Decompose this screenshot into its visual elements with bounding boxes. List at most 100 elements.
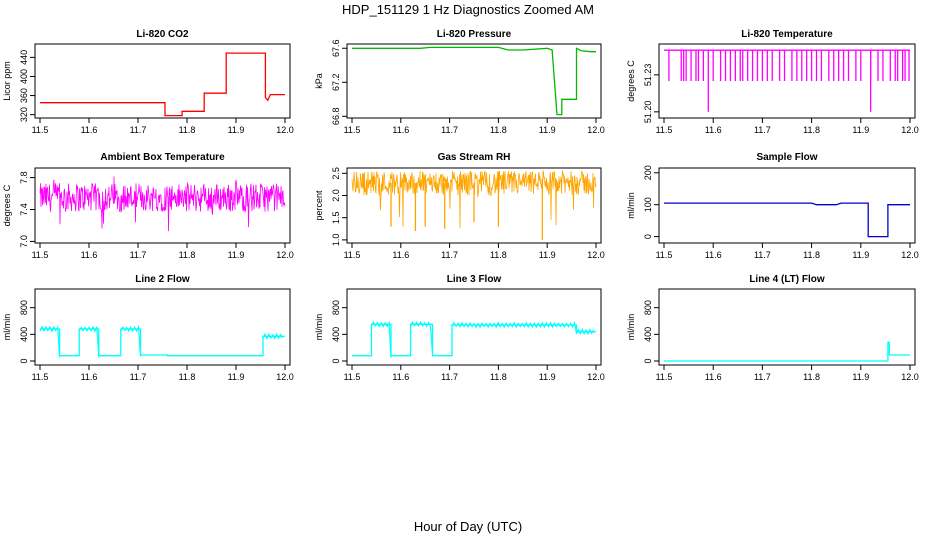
x-tick-label: 11.7 xyxy=(441,250,458,260)
y-axis-label: kPa xyxy=(314,73,324,89)
y-axis-label: degrees C xyxy=(626,60,636,102)
y-tick-label: 2.0 xyxy=(331,189,341,202)
x-tick-label: 11.7 xyxy=(754,125,771,135)
x-tick-label: 11.8 xyxy=(179,125,196,135)
x-tick-label: 11.5 xyxy=(344,372,361,382)
figure-x-axis-label: Hour of Day (UTC) xyxy=(414,519,522,534)
x-tick-label: 12.0 xyxy=(901,372,919,382)
y-tick-label: 1.0 xyxy=(331,234,341,247)
y-tick-label: 67.6 xyxy=(331,39,341,57)
plot-area xyxy=(351,169,597,240)
chart-title: Ambient Box Temperature xyxy=(100,152,225,163)
x-tick-label: 11.9 xyxy=(852,372,869,382)
plot-frame xyxy=(346,43,602,119)
series-line xyxy=(40,328,285,357)
plot-frame xyxy=(346,167,602,244)
x-tick-label: 12.0 xyxy=(276,372,294,382)
x-tick-label: 11.6 xyxy=(81,125,98,135)
chart-panel-1: Li-820 CO2 11.5 11.6 11.7 11.8 11.9 12.0 320 360… xyxy=(2,29,294,135)
plot-area xyxy=(352,320,596,358)
y-tick-label: 51.20 xyxy=(643,101,653,124)
y-axis-label: Licor ppm xyxy=(2,61,12,101)
y-tick-label: 0 xyxy=(331,358,341,363)
plot-area xyxy=(664,49,910,112)
x-tick-label: 11.5 xyxy=(656,250,673,260)
chart-title: Gas Stream RH xyxy=(438,152,511,163)
y-tick-label: 800 xyxy=(643,300,653,315)
chart-panel-3: Li-820 Temperature 11.5 11.6 11.7 11.8 11.9 12… xyxy=(626,29,919,135)
y-axis-label: ml/min xyxy=(314,314,324,341)
x-tick-label: 12.0 xyxy=(901,125,919,135)
x-tick-label: 11.9 xyxy=(852,250,869,260)
x-tick-label: 11.5 xyxy=(656,125,673,135)
series-oscillation xyxy=(262,332,284,340)
plot-frame xyxy=(34,43,291,119)
x-tick-label: 11.8 xyxy=(803,125,820,135)
plot-frame xyxy=(34,288,291,366)
series-oscillation xyxy=(120,324,142,357)
y-axis-label: ml/min xyxy=(626,192,636,219)
y-tick-label: 0 xyxy=(19,358,29,363)
x-tick-label: 12.0 xyxy=(587,372,605,382)
series-line xyxy=(664,341,910,362)
chart-panel-2: Li-820 Pressure 11.5 11.6 11.7 11.8 11.9 12.0 6… xyxy=(314,29,605,135)
y-tick-label: 800 xyxy=(331,300,341,315)
figure-title: HDP_151129 1 Hz Diagnostics Zoomed AM xyxy=(342,2,594,17)
x-tick-label: 11.8 xyxy=(490,372,507,382)
y-tick-label: 66.8 xyxy=(331,108,341,126)
x-tick-label: 11.6 xyxy=(392,372,409,382)
panel-grid: Li-820 CO2 11.5 11.6 11.7 11.8 11.9 12.0 320 360… xyxy=(2,29,919,382)
x-tick-label: 11.8 xyxy=(803,372,820,382)
x-tick-label: 11.6 xyxy=(705,372,722,382)
x-tick-label: 11.5 xyxy=(344,250,361,260)
series-line xyxy=(664,202,910,238)
x-tick-label: 11.7 xyxy=(130,125,147,135)
x-tick-label: 11.7 xyxy=(130,250,147,260)
x-tick-label: 11.6 xyxy=(81,372,98,382)
x-tick-label: 11.7 xyxy=(754,250,771,260)
y-tick-label: 1.5 xyxy=(331,211,341,224)
plot-frame xyxy=(346,288,602,366)
x-tick-label: 11.7 xyxy=(754,372,771,382)
chart-title: Li-820 Pressure xyxy=(437,29,512,40)
x-tick-label: 11.5 xyxy=(344,125,361,135)
plot-area xyxy=(352,46,596,116)
y-tick-label: 400 xyxy=(19,327,29,342)
y-tick-label: 400 xyxy=(19,69,29,84)
chart-panel-4: Ambient Box Temperature 11.5 11.6 11.7 11.8 1… xyxy=(2,152,294,260)
y-tick-label: 360 xyxy=(19,88,29,103)
plot-frame xyxy=(34,167,291,244)
y-tick-label: 7.8 xyxy=(19,171,29,184)
x-tick-label: 11.9 xyxy=(539,372,556,382)
chart-panel-8: Line 3 Flow 11.5 11.6 11.7 11.8 11.9 12.0 0 400 8… xyxy=(314,274,605,382)
y-axis-label: ml/min xyxy=(2,314,12,341)
plot-area xyxy=(40,52,285,117)
x-tick-label: 11.9 xyxy=(539,125,556,135)
x-tick-label: 11.7 xyxy=(130,372,147,382)
x-tick-label: 11.9 xyxy=(228,125,245,135)
y-tick-label: 400 xyxy=(331,327,341,342)
x-tick-label: 11.5 xyxy=(32,250,49,260)
plot-area xyxy=(39,176,286,232)
y-axis-label: percent xyxy=(314,190,324,221)
y-tick-label: 2.5 xyxy=(331,167,341,180)
y-tick-label: 200 xyxy=(643,165,653,180)
chart-title: Li-820 CO2 xyxy=(136,29,189,40)
series-line xyxy=(352,323,596,357)
x-tick-label: 11.8 xyxy=(179,372,196,382)
chart-title: Line 4 (LT) Flow xyxy=(749,274,825,285)
x-tick-label: 11.8 xyxy=(179,250,196,260)
series-oscillation xyxy=(451,320,578,335)
y-axis-label: ml/min xyxy=(626,314,636,341)
chart-title: Li-820 Temperature xyxy=(741,29,833,40)
x-tick-label: 11.9 xyxy=(228,250,245,260)
y-tick-label: 320 xyxy=(19,107,29,122)
x-tick-label: 11.5 xyxy=(32,125,49,135)
x-tick-label: 11.8 xyxy=(490,250,507,260)
series-oscillation xyxy=(410,320,434,354)
x-tick-label: 12.0 xyxy=(587,125,605,135)
x-tick-label: 11.5 xyxy=(32,372,49,382)
y-tick-label: 440 xyxy=(19,50,29,65)
series-oscillation xyxy=(370,320,392,358)
